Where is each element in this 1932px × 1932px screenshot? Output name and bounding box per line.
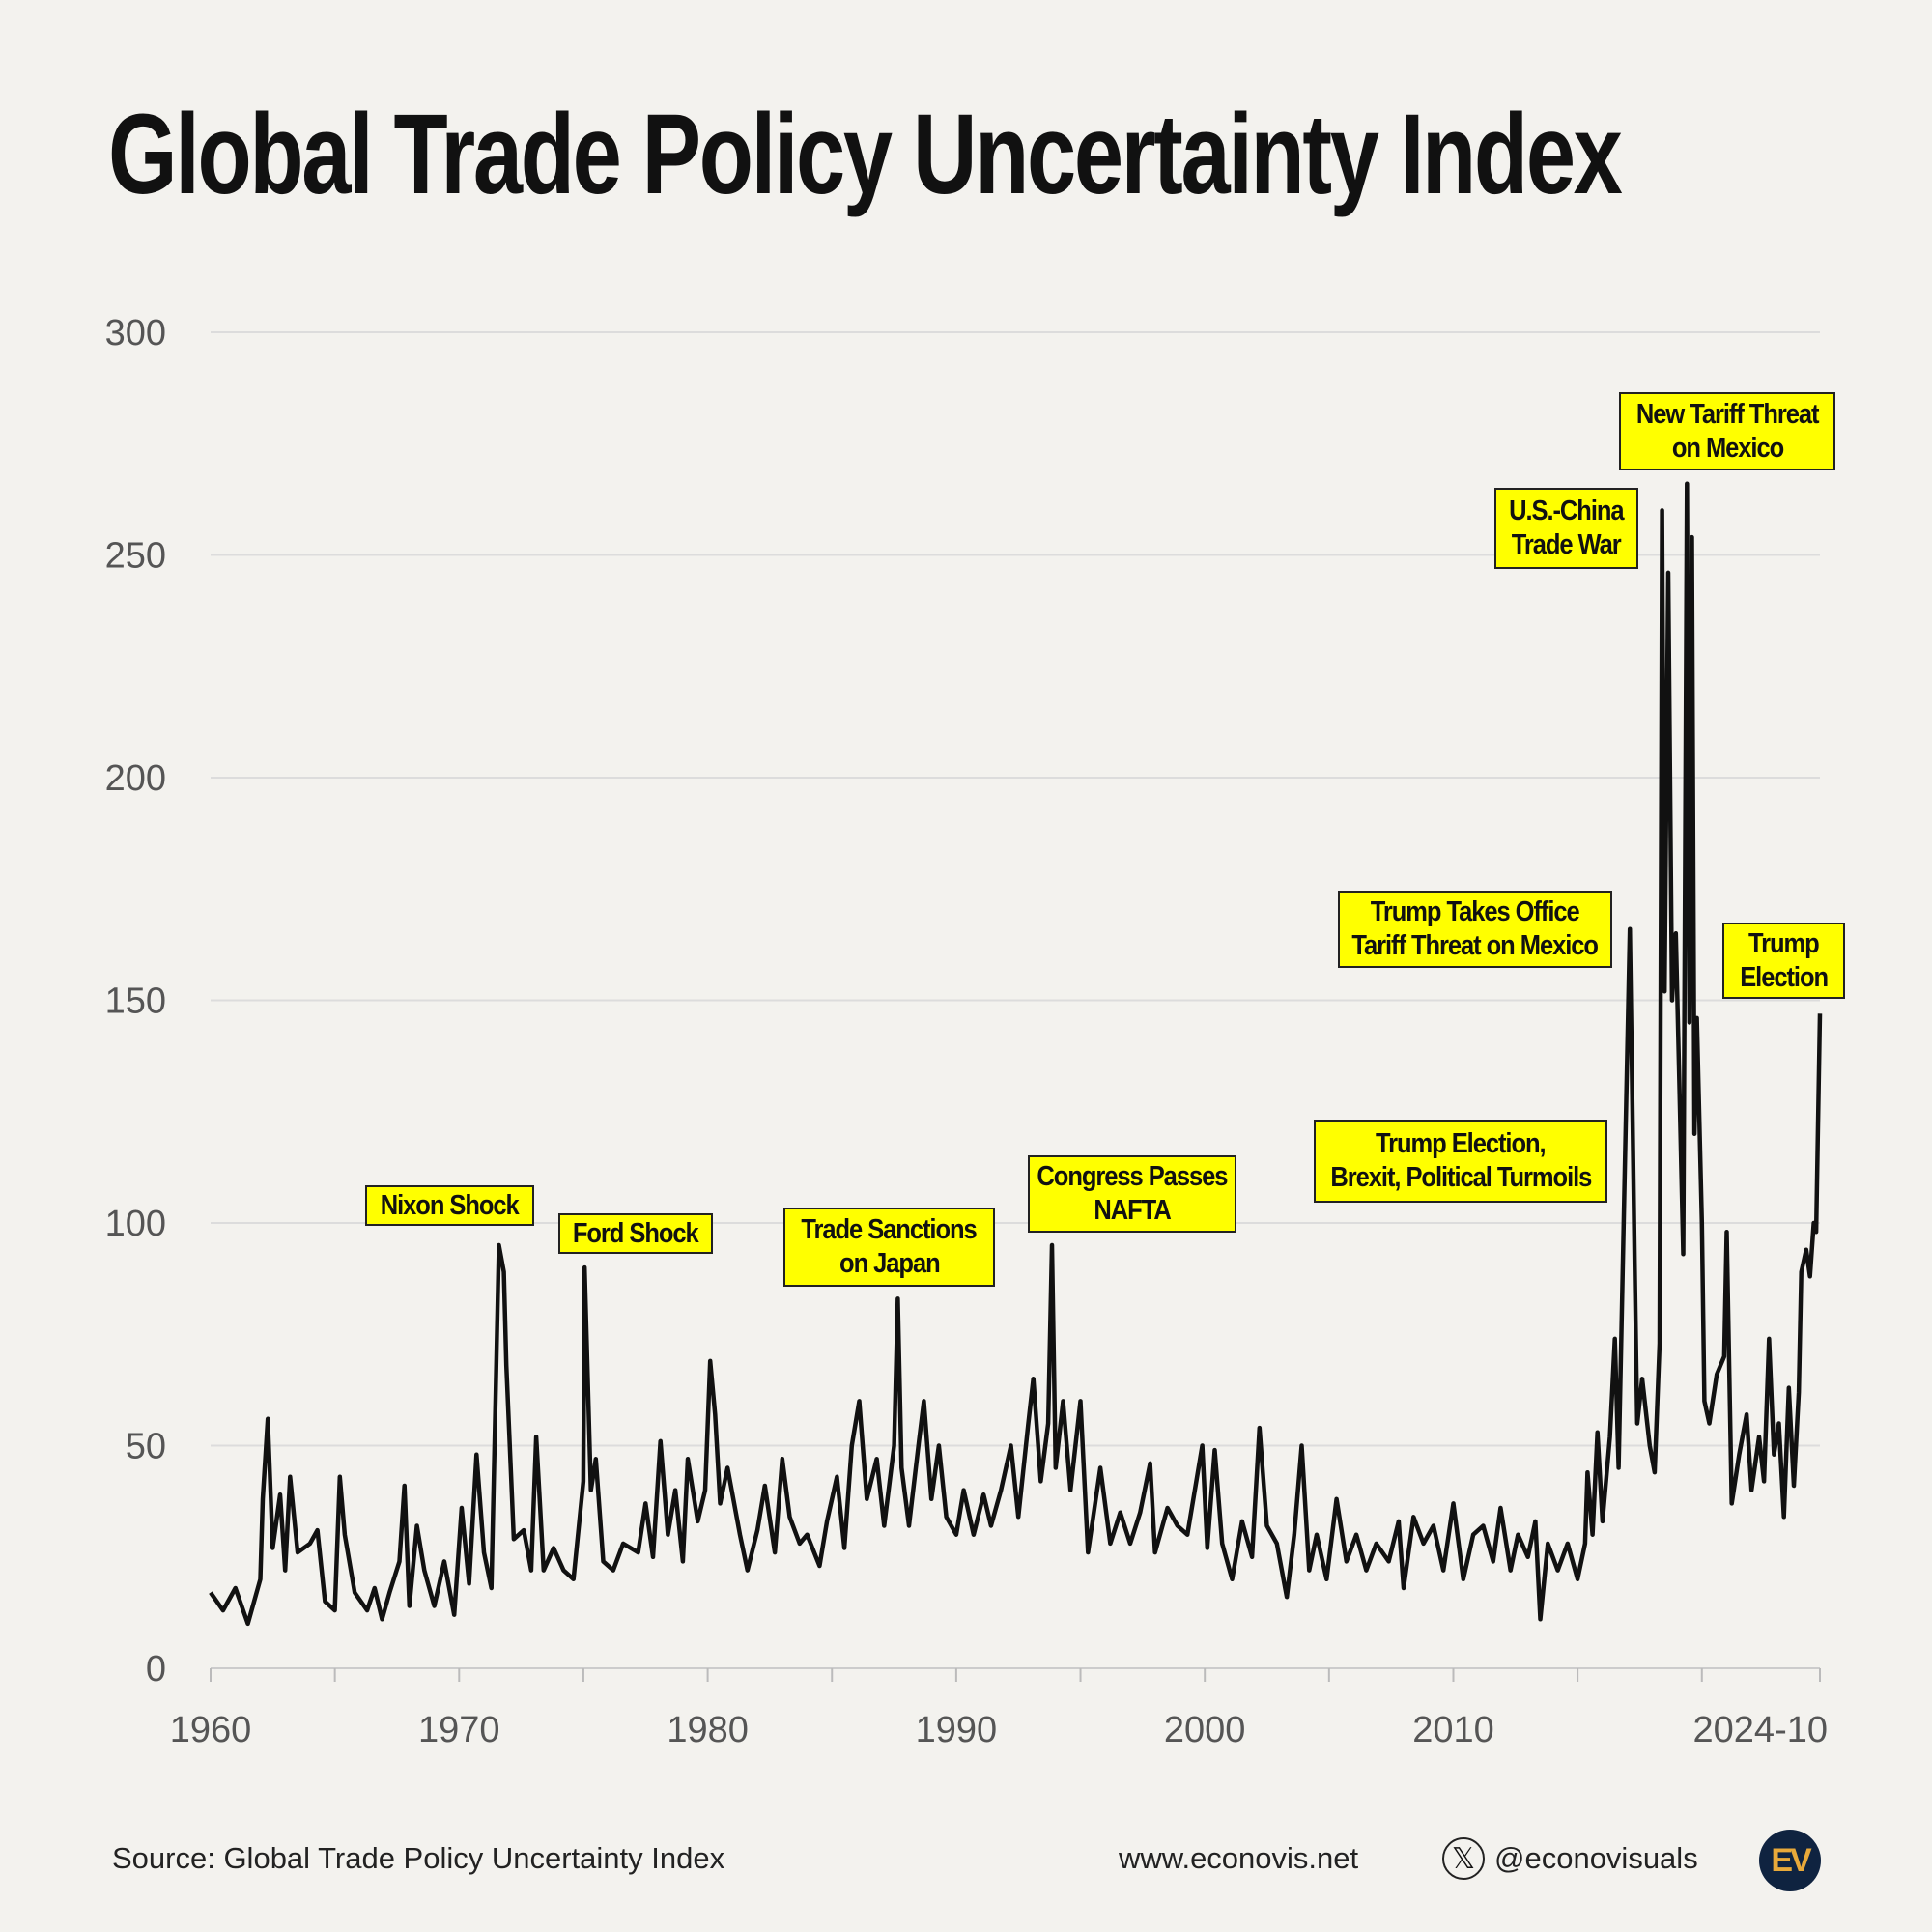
y-tick-label: 300 bbox=[105, 313, 166, 354]
annotation-trade-sanctions-japan: Trade Sanctions on Japan bbox=[783, 1208, 995, 1287]
x-tick-label: 2000 bbox=[1164, 1710, 1246, 1750]
annotation-nafta: Congress Passes NAFTA bbox=[1028, 1155, 1236, 1233]
annotation-line: NAFTA bbox=[1094, 1195, 1171, 1226]
annotation-line: Election bbox=[1740, 961, 1829, 993]
annotation-brexit: Trump Election, Brexit, Political Turmoil… bbox=[1314, 1120, 1607, 1203]
annotation-line: Congress Passes bbox=[1037, 1161, 1229, 1192]
annotation-line: U.S.-China bbox=[1509, 496, 1625, 526]
x-tick-label: 2010 bbox=[1412, 1710, 1494, 1750]
annotation-line: on Japan bbox=[838, 1248, 941, 1279]
annotation-line: Nixon Shock bbox=[381, 1189, 520, 1221]
y-tick-label: 200 bbox=[105, 758, 166, 799]
annotation-line: Trump Takes Office bbox=[1371, 896, 1580, 927]
x-logo-icon[interactable]: 𝕏 bbox=[1442, 1837, 1485, 1880]
x-tick-label: 1970 bbox=[418, 1710, 500, 1750]
econovis-logo: EV bbox=[1759, 1830, 1821, 1891]
annotation-ford-shock: Ford Shock bbox=[558, 1213, 713, 1254]
annotation-trump-takes-office: Trump Takes Office Tariff Threat on Mexic… bbox=[1338, 891, 1612, 968]
y-tick-label: 100 bbox=[105, 1204, 166, 1244]
y-tick-label: 150 bbox=[105, 981, 166, 1022]
x-tick-label: 1980 bbox=[667, 1710, 749, 1750]
annotation-line: on Mexico bbox=[1671, 432, 1783, 464]
annotation-line: Trade Sanctions bbox=[801, 1214, 978, 1245]
annotation-trump-election: Trump Election bbox=[1722, 923, 1845, 999]
annotation-line: Trump Election, bbox=[1376, 1128, 1547, 1159]
annotation-line: Tariff Threat on Mexico bbox=[1351, 930, 1600, 961]
annotation-line: Ford Shock bbox=[573, 1217, 699, 1249]
annotation-us-china-trade-war: U.S.-China Trade War bbox=[1494, 488, 1638, 569]
annotation-line: New Tariff Threat bbox=[1635, 398, 1820, 430]
y-tick-label: 50 bbox=[126, 1427, 166, 1467]
website-link[interactable]: www.econovis.net bbox=[1119, 1841, 1359, 1875]
x-tick-label: 2024-10 bbox=[1693, 1710, 1828, 1750]
annotation-line: Trump bbox=[1748, 927, 1820, 959]
x-tick-label: 1960 bbox=[170, 1710, 252, 1750]
social-handle[interactable]: @econovisuals bbox=[1494, 1841, 1698, 1875]
x-tick-label: 1990 bbox=[916, 1710, 998, 1750]
source-text: Source: Global Trade Policy Uncertainty … bbox=[112, 1841, 725, 1875]
annotation-line: Trade War bbox=[1512, 529, 1622, 560]
chart-title: Global Trade Policy Uncertainty Index bbox=[108, 91, 1623, 218]
y-tick-label: 0 bbox=[146, 1649, 166, 1690]
annotation-line: Brexit, Political Turmoils bbox=[1330, 1162, 1592, 1193]
y-tick-label: 250 bbox=[105, 536, 166, 577]
series-line bbox=[209, 481, 1823, 1627]
annotation-nixon-shock: Nixon Shock bbox=[365, 1185, 534, 1226]
annotation-new-tariff-threat: New Tariff Threat on Mexico bbox=[1619, 392, 1835, 470]
